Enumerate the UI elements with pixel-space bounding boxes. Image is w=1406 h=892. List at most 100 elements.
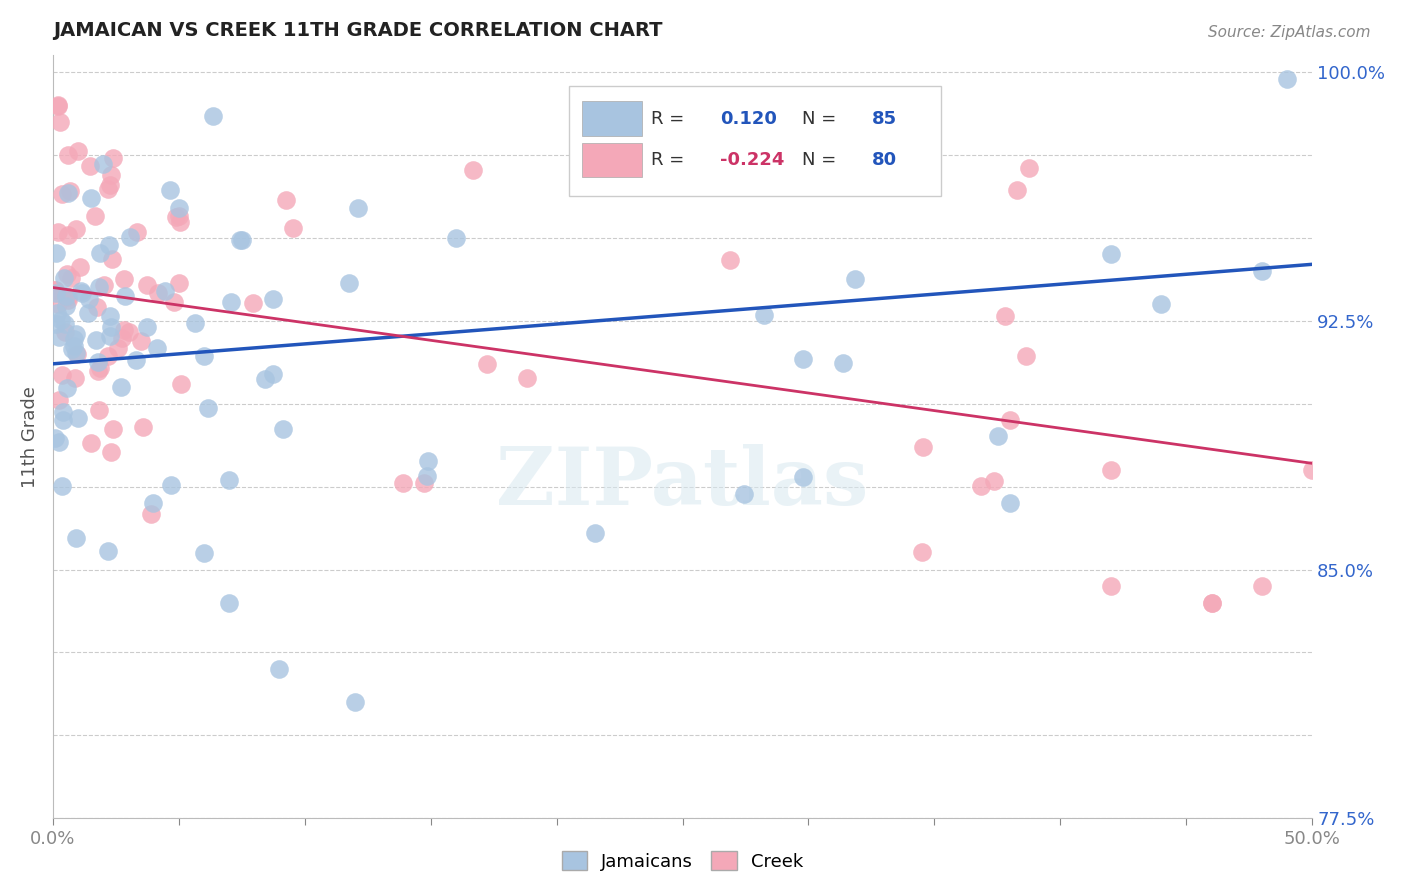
Point: [167, 276, 190, 290]
Point: [114, 272, 136, 286]
Point: [66, 410, 89, 425]
Point: [114, 289, 136, 303]
FancyBboxPatch shape: [582, 102, 643, 136]
Point: [86, 301, 108, 315]
Point: [56, 290, 79, 304]
Point: [91, 157, 114, 171]
Point: [72, 286, 94, 301]
Point: [1150, 297, 1173, 311]
Point: [970, 479, 993, 493]
Point: [262, 293, 284, 307]
Point: [63, 332, 86, 346]
Point: [1015, 349, 1038, 363]
Point: [70, 284, 93, 298]
Point: [477, 357, 499, 371]
FancyBboxPatch shape: [582, 143, 643, 177]
Point: [48, 392, 70, 407]
Point: [146, 341, 169, 355]
Y-axis label: 11th Grade: 11th Grade: [21, 386, 39, 488]
Point: [273, 422, 295, 436]
Point: [219, 295, 242, 310]
Point: [169, 376, 191, 391]
Point: [101, 252, 124, 266]
Point: [998, 496, 1021, 510]
Point: [80, 191, 103, 205]
Text: R =: R =: [651, 151, 690, 169]
Point: [44, 283, 66, 297]
Point: [193, 349, 215, 363]
Point: [51, 478, 73, 492]
Point: [1201, 596, 1223, 610]
Point: [58, 228, 80, 243]
Text: -0.224: -0.224: [720, 151, 785, 169]
Point: [337, 276, 360, 290]
Point: [987, 429, 1010, 443]
Point: [415, 469, 437, 483]
Text: 80: 80: [872, 151, 897, 169]
Point: [1275, 71, 1298, 86]
Point: [55, 299, 77, 313]
Point: [97, 543, 120, 558]
Point: [253, 372, 276, 386]
Point: [831, 355, 853, 369]
Point: [46, 99, 69, 113]
Point: [911, 545, 934, 559]
Point: [100, 319, 122, 334]
Point: [49, 313, 72, 327]
Point: [44, 431, 66, 445]
Point: [146, 286, 169, 301]
Point: [59, 270, 82, 285]
Point: [77, 292, 100, 306]
Point: [1201, 596, 1223, 610]
Point: [135, 319, 157, 334]
Point: [53, 271, 76, 285]
Point: [169, 201, 191, 215]
Point: [159, 478, 181, 492]
Point: [162, 295, 184, 310]
Point: [792, 351, 814, 366]
Point: [48, 329, 70, 343]
Point: [139, 508, 162, 522]
Point: [1018, 161, 1040, 175]
Point: [1301, 463, 1323, 477]
Point: [83, 210, 105, 224]
Point: [344, 695, 367, 709]
Point: [46, 296, 69, 310]
Point: [111, 331, 134, 345]
Point: [197, 401, 219, 415]
Point: [118, 325, 141, 339]
Point: [463, 163, 485, 178]
Point: [218, 473, 240, 487]
Point: [59, 184, 82, 198]
Point: [583, 526, 606, 541]
Point: [98, 178, 121, 192]
Point: [135, 277, 157, 292]
Point: [1099, 579, 1122, 593]
Point: [48, 435, 70, 450]
Point: [100, 445, 122, 459]
Point: [1251, 579, 1274, 593]
Point: [202, 109, 225, 123]
Point: [1251, 264, 1274, 278]
Point: [165, 210, 187, 224]
Point: [53, 325, 76, 339]
Text: JAMAICAN VS CREEK 11TH GRADE CORRELATION CHART: JAMAICAN VS CREEK 11TH GRADE CORRELATION…: [52, 21, 662, 40]
Point: [193, 546, 215, 560]
Point: [262, 368, 284, 382]
Point: [84, 333, 107, 347]
Point: [131, 419, 153, 434]
Point: [169, 215, 191, 229]
Point: [142, 496, 165, 510]
Text: 85: 85: [872, 110, 897, 128]
Point: [89, 402, 111, 417]
Point: [1099, 247, 1122, 261]
Point: [347, 201, 370, 215]
Point: [45, 246, 67, 260]
Point: [107, 342, 129, 356]
Point: [52, 405, 75, 419]
Point: [93, 277, 115, 292]
Point: [124, 353, 146, 368]
Point: [183, 316, 205, 330]
Point: [77, 306, 100, 320]
Point: [110, 380, 132, 394]
